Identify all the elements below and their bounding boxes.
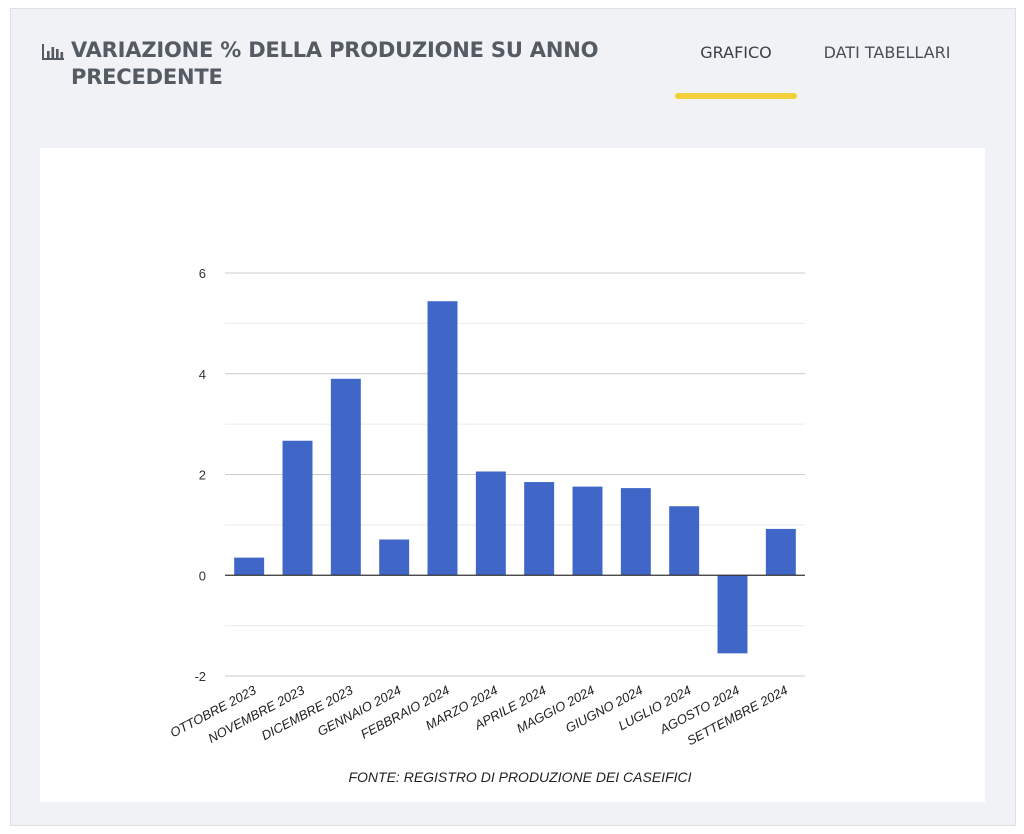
y-tick-label: 0 [199,568,206,583]
y-tick-label: 6 [199,266,206,281]
y-tick-label: -2 [194,669,206,684]
bars [234,301,796,654]
bar[interactable] [717,575,748,654]
bar[interactable] [620,488,651,576]
bar[interactable] [330,378,361,576]
y-tick-label: 4 [199,367,206,382]
y-tick-labels: -2 0 2 4 6 [194,266,206,684]
view-tabs: GRAFICO DATI TABELLARI [675,39,977,101]
y-tick-label: 2 [199,468,206,483]
bar[interactable] [379,539,410,576]
bar[interactable] [669,506,700,576]
gridlines [225,272,805,677]
bar[interactable] [234,557,265,576]
bar[interactable] [765,528,796,576]
bar[interactable] [475,471,506,576]
bar[interactable] [572,486,603,576]
bar[interactable] [524,482,555,576]
tab-dati-tabellari[interactable]: DATI TABELLARI [823,43,951,62]
tab-grafico[interactable]: GRAFICO [675,39,797,99]
page-title: VARIAZIONE % DELLA PRODUZIONE SU ANNO PR… [71,38,599,89]
chart-card: -2 0 2 4 6 OTTOBRE 2023 NOVEMBRE 2023 DICEMBRE… [40,148,985,802]
header: VARIAZIONE % DELLA PRODUZIONE SU ANNO PR… [41,37,661,91]
bar-chart-icon [42,44,64,60]
bar[interactable] [282,440,313,576]
chart-source: FONTE: REGISTRO DI PRODUZIONE DEI CASEIF… [348,769,691,785]
bar[interactable] [427,301,458,576]
